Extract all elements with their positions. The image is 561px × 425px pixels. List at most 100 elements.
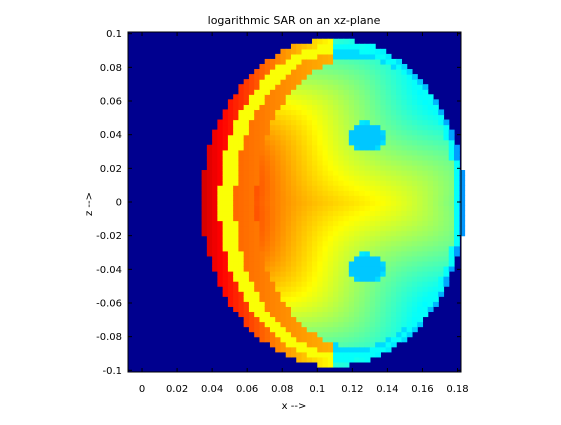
- heatmap-cell: [385, 346, 392, 353]
- heatmap-cell: [348, 114, 355, 121]
- heatmap-cell: [217, 119, 224, 126]
- heatmap-cell: [327, 69, 334, 75]
- heatmap-cell: [254, 180, 261, 186]
- heatmap-cell: [264, 291, 271, 297]
- heatmap-cell: [285, 154, 292, 161]
- heatmap-cell: [354, 230, 360, 237]
- heatmap-cell: [322, 74, 329, 80]
- heatmap-cell: [338, 215, 345, 222]
- heatmap-cell: [432, 119, 439, 126]
- heatmap-cell: [317, 250, 324, 257]
- heatmap-cell: [338, 43, 345, 50]
- heatmap-cell: [290, 149, 297, 156]
- heatmap-cell: [385, 63, 392, 70]
- heatmap-cell: [385, 301, 392, 307]
- heatmap-cell: [285, 104, 292, 111]
- heatmap-cell: [248, 215, 255, 222]
- heatmap-cell: [322, 99, 329, 105]
- heatmap-cell: [269, 240, 276, 247]
- heatmap-cell: [259, 200, 266, 206]
- heatmap-cell: [422, 301, 429, 307]
- heatmap-cell: [364, 245, 371, 252]
- heatmap-cell: [327, 190, 334, 196]
- heatmap-cell: [375, 346, 381, 353]
- heatmap-cell: [254, 301, 261, 307]
- heatmap-cell: [264, 129, 271, 136]
- heatmap-cell: [401, 265, 408, 272]
- heatmap-cell: [227, 250, 234, 257]
- heatmap-cell: [417, 79, 424, 85]
- heatmap-cell: [301, 79, 308, 85]
- heatmap-cell: [264, 74, 271, 80]
- heatmap-cell: [369, 159, 376, 166]
- heatmap-cell: [306, 159, 313, 166]
- heatmap-cell: [364, 43, 371, 50]
- heatmap-cell: [411, 79, 418, 85]
- heatmap-cell: [296, 255, 303, 262]
- heatmap-cell: [259, 301, 266, 307]
- heatmap-cell: [438, 134, 445, 141]
- heatmap-cell: [432, 281, 439, 287]
- heatmap-cell: [348, 79, 355, 85]
- heatmap-cell: [275, 245, 282, 252]
- heatmap-cell: [417, 265, 424, 272]
- heatmap-cell: [259, 170, 266, 176]
- heatmap-cell: [248, 195, 255, 201]
- heatmap-cell: [411, 175, 418, 181]
- heatmap-cell: [338, 69, 345, 75]
- heatmap-cell: [369, 235, 376, 242]
- heatmap-cell: [396, 69, 403, 75]
- heatmap-cell: [417, 215, 424, 222]
- heatmap-cell: [217, 220, 224, 227]
- heatmap-cell: [259, 180, 266, 186]
- heatmap-cell: [338, 311, 345, 318]
- heatmap-cell: [248, 255, 255, 262]
- heatmap-cell: [254, 124, 261, 131]
- heatmap-cell: [322, 164, 329, 171]
- heatmap-cell: [343, 301, 350, 307]
- heatmap-cell: [359, 69, 366, 75]
- heatmap-cell: [217, 235, 224, 242]
- heatmap-cell: [322, 149, 329, 156]
- heatmap-cell: [296, 326, 303, 333]
- heatmap-cell: [390, 144, 397, 151]
- heatmap-cell: [280, 134, 287, 141]
- heatmap-cell: [285, 260, 292, 267]
- heatmap-cell: [422, 99, 429, 105]
- heatmap-cell: [322, 245, 329, 252]
- heatmap-cell: [364, 139, 371, 146]
- heatmap-cell: [285, 124, 292, 131]
- heatmap-cell: [338, 175, 345, 181]
- heatmap-cell: [343, 119, 350, 126]
- heatmap-cell: [238, 190, 245, 196]
- heatmap-cell: [432, 104, 439, 111]
- heatmap-cell: [333, 185, 339, 191]
- heatmap-cell: [322, 109, 329, 116]
- heatmap-cell: [427, 175, 434, 181]
- heatmap-cell: [312, 134, 318, 141]
- heatmap-cell: [317, 306, 324, 313]
- heatmap-cell: [417, 195, 424, 201]
- heatmap-cell: [327, 215, 334, 222]
- heatmap-cell: [369, 114, 376, 121]
- heatmap-cell: [327, 129, 334, 136]
- heatmap-cell: [248, 265, 255, 272]
- heatmap-cell: [301, 296, 308, 302]
- heatmap-cell: [290, 311, 297, 318]
- heatmap-cell: [333, 225, 339, 232]
- heatmap-cell: [333, 149, 339, 156]
- heatmap-cell: [385, 144, 392, 151]
- heatmap-cell: [343, 114, 350, 121]
- heatmap-cell: [443, 250, 450, 257]
- heatmap-cell: [401, 139, 408, 146]
- heatmap-cell: [248, 240, 255, 247]
- heatmap-cell: [248, 159, 255, 166]
- heatmap-cell: [312, 38, 318, 45]
- heatmap-cell: [417, 291, 424, 297]
- heatmap-cell: [312, 205, 318, 212]
- heatmap-cell: [343, 260, 350, 267]
- heatmap-cell: [385, 296, 392, 302]
- heatmap-cell: [212, 190, 218, 196]
- heatmap-cell: [254, 114, 261, 121]
- heatmap-cell: [254, 260, 261, 267]
